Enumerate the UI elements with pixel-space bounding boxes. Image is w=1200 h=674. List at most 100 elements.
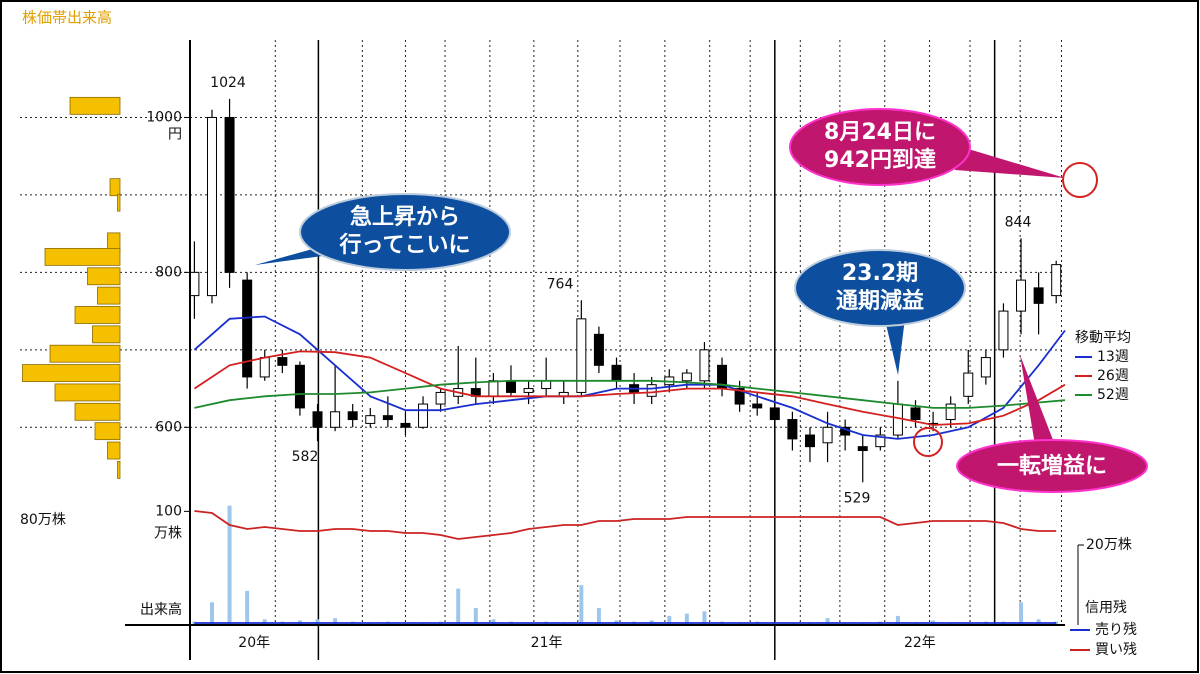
profile-bar xyxy=(49,344,121,363)
profile-title: 株価帯出来高 xyxy=(22,9,112,27)
candle-body xyxy=(980,357,991,378)
volume-bar xyxy=(333,618,338,625)
volume-bar xyxy=(192,621,197,625)
profile-bar xyxy=(117,460,121,479)
candle-body xyxy=(347,411,358,421)
candle-body xyxy=(435,391,446,405)
volume-bar xyxy=(825,618,830,625)
price-label: 529 xyxy=(844,490,871,506)
callout-tail xyxy=(885,318,905,375)
y-tick-label: 600 xyxy=(155,419,182,435)
volume-bar xyxy=(209,602,214,625)
candle-body xyxy=(294,364,305,409)
candle-body xyxy=(787,419,798,440)
profile-bar xyxy=(107,441,121,460)
profile-bar xyxy=(107,232,121,251)
candle-body xyxy=(1016,279,1027,312)
profile-bar xyxy=(117,193,121,212)
profile-bar xyxy=(69,96,121,115)
candle-body xyxy=(259,357,270,378)
ma-line xyxy=(193,315,1066,440)
profile-bar xyxy=(92,325,121,344)
candle-body xyxy=(734,388,745,405)
profile-bar xyxy=(54,383,121,402)
legend-label: 26週 xyxy=(1097,368,1129,384)
candle-body xyxy=(963,372,974,397)
candle-body xyxy=(312,411,323,428)
profile-scale-label: 80万株 xyxy=(20,512,66,528)
candle-body xyxy=(523,388,534,393)
callout-text: 942円到達 xyxy=(824,147,936,173)
callout-text: 急上昇から xyxy=(350,204,460,230)
legend-title: 信用残 xyxy=(1085,600,1127,616)
candle-body xyxy=(875,434,886,448)
candle-body xyxy=(206,116,217,297)
candle-body xyxy=(330,411,341,428)
y-unit: 円 xyxy=(168,126,182,142)
candle-body xyxy=(857,446,868,452)
ma-line xyxy=(194,379,1066,409)
candle-body xyxy=(418,403,429,428)
callout xyxy=(794,249,966,327)
legend-label: 買い残 xyxy=(1095,642,1137,658)
candle-body xyxy=(1051,264,1062,297)
callout xyxy=(789,108,971,186)
candle-body xyxy=(752,403,763,409)
y2-tick-label: 20万株 xyxy=(1086,537,1132,553)
profile-bar xyxy=(109,178,121,197)
highlight-circle xyxy=(1062,162,1098,198)
candle-body xyxy=(681,372,692,382)
candle-body xyxy=(277,357,288,366)
candle-body xyxy=(611,364,622,382)
volume-bar xyxy=(1054,621,1059,625)
candle-body xyxy=(699,349,710,382)
ma-line xyxy=(193,350,1066,426)
candle-body xyxy=(541,380,552,390)
volume-bar xyxy=(702,611,707,625)
marks xyxy=(22,96,1066,625)
candle-body xyxy=(242,279,253,378)
highlight-circle xyxy=(913,427,943,457)
price-label: 844 xyxy=(1005,214,1032,230)
volume-label: 出来高 xyxy=(140,601,182,618)
callout-text: 一転増益に xyxy=(997,453,1107,479)
candle-body xyxy=(910,407,921,421)
candle-body xyxy=(593,333,604,366)
legend-label: 13週 xyxy=(1097,349,1129,365)
price-label: 764 xyxy=(547,276,574,292)
candle-body xyxy=(646,384,657,397)
y-tick-label: 100 xyxy=(155,503,182,519)
candle-body xyxy=(505,380,516,393)
y-tick-label: 1000 xyxy=(146,109,182,125)
candle-body xyxy=(804,434,815,448)
volume-bar xyxy=(895,615,900,625)
volume-bar xyxy=(227,505,232,625)
legend-title: 移動平均 xyxy=(1075,330,1131,346)
callout-text: 行ってこいに xyxy=(339,232,471,258)
candle-body xyxy=(998,310,1009,351)
candle-body xyxy=(769,407,780,421)
profile-bar xyxy=(74,306,121,324)
x-period-label: 20年 xyxy=(238,635,270,651)
candle-body xyxy=(488,380,499,397)
y-tick-label: 800 xyxy=(155,264,182,280)
volume-bar xyxy=(456,588,461,625)
volume-bar xyxy=(473,607,478,625)
volume-bar xyxy=(1019,602,1024,625)
callout xyxy=(299,193,511,271)
callout-tail xyxy=(955,145,1065,178)
profile-bar xyxy=(74,402,121,421)
callout-text: 23.2期 xyxy=(842,261,918,286)
callout-text: 8月24日に xyxy=(824,120,936,145)
volume-bar xyxy=(245,590,250,625)
candle-body xyxy=(189,271,200,297)
profile-bar xyxy=(97,286,121,305)
profile-bar xyxy=(94,422,121,441)
callout-text: 通期減益 xyxy=(836,288,924,314)
volume-bar xyxy=(596,607,601,625)
price-label: 582 xyxy=(292,449,319,465)
callout-tail xyxy=(1020,355,1055,445)
y-unit: 万株 xyxy=(154,525,182,541)
